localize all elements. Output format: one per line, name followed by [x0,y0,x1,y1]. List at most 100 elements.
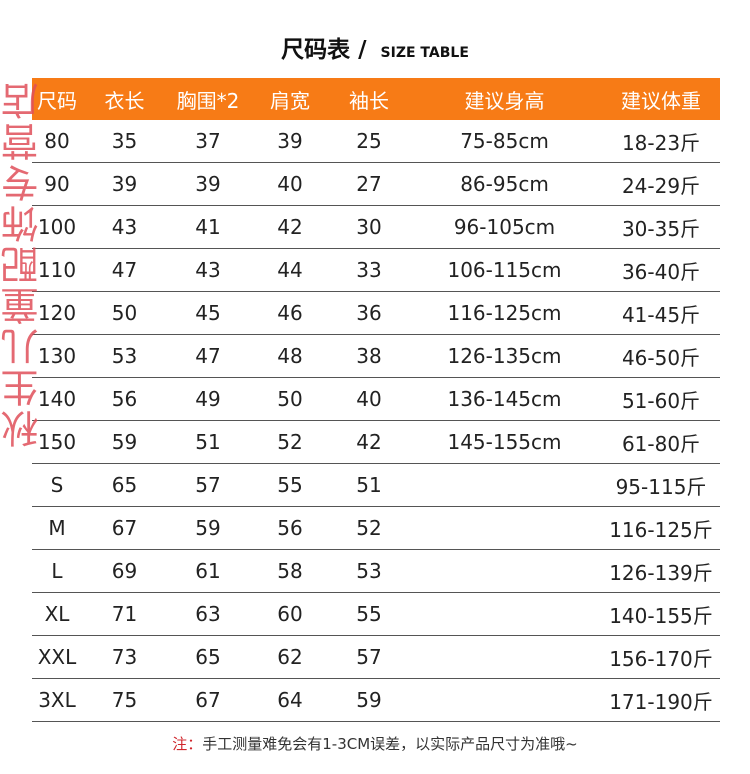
table-row: 80 35 37 39 25 75-85cm 18-23斤 [32,120,720,163]
table-cell: 75-85cm [407,120,602,163]
table-cell: 43 [167,248,249,292]
table-row: XXL 73 65 62 57 156-170斤 [32,635,720,679]
column-header: 建议体重 [602,78,720,120]
table-row: XL 71 63 60 55 140-155斤 [32,592,720,636]
table-cell: 46-50斤 [602,334,720,378]
footnote-text: 手工测量难免会有1-3CM误差，以实际产品尺寸为准哦~ [202,735,578,753]
table-cell: 30-35斤 [602,205,720,249]
table-cell: 90 [32,162,82,206]
table-row: 120 50 45 46 36 116-125cm 41-45斤 [32,291,720,335]
table-row: 3XL 75 67 64 59 171-190斤 [32,678,720,722]
table-cell: 126-139斤 [602,549,720,593]
table-cell: 53 [331,549,407,593]
footnote: 注：手工测量难免会有1-3CM误差，以实际产品尺寸为准哦~ [0,733,750,754]
table-cell: 106-115cm [407,248,602,292]
table-cell: 48 [249,334,331,378]
table-cell: 52 [249,420,331,464]
table-cell: 55 [331,592,407,636]
table-cell: 45 [167,291,249,335]
watermark: 秋生儿童配饰专营店 [1,79,45,448]
size-table: 尺码 衣长 胸围*2 肩宽 袖长 建议身高 建议体重 80 35 37 39 25 75-85cm 18… [32,78,720,722]
table-cell: 59 [331,678,407,722]
table-cell: 116-125斤 [602,506,720,550]
table-cell: 49 [167,377,249,421]
table-cell: 30 [331,205,407,249]
table-cell: 100 [32,205,82,249]
table-cell: XXL [32,635,82,679]
table-cell: 47 [167,334,249,378]
table-cell: 3XL [32,678,82,722]
table-cell: 110 [32,248,82,292]
table-cell: 71 [82,592,167,636]
table-cell: 61 [167,549,249,593]
table-cell: 65 [167,635,249,679]
table-row: M 67 59 56 52 116-125斤 [32,506,720,550]
table-row: 130 53 47 48 38 126-135cm 46-50斤 [32,334,720,378]
table-cell: 35 [82,120,167,163]
column-header: 衣长 [82,78,167,120]
table-cell: 80 [32,120,82,163]
table-cell: 52 [331,506,407,550]
table-cell: 43 [82,205,167,249]
column-header: 肩宽 [249,78,331,120]
table-cell: 36-40斤 [602,248,720,292]
table-cell: 65 [82,463,167,507]
table-cell: L [32,549,82,593]
column-header: 建议身高 [407,78,602,120]
table-cell: 44 [249,248,331,292]
table-cell: 96-105cm [407,205,602,249]
table-cell: 140 [32,377,82,421]
table-cell: 67 [82,506,167,550]
column-header: 尺码 [32,78,82,120]
table-cell: 53 [82,334,167,378]
table-row: L 69 61 58 53 126-139斤 [32,549,720,593]
table-cell: 40 [249,162,331,206]
title-cn: 尺码表 / [281,37,367,63]
table-cell: S [32,463,82,507]
table-cell: 73 [82,635,167,679]
table-cell: 61-80斤 [602,420,720,464]
table-cell: 63 [167,592,249,636]
table-cell: 50 [82,291,167,335]
table-cell: 50 [249,377,331,421]
table-row: 90 39 39 40 27 86-95cm 24-29斤 [32,162,720,206]
table-cell [407,463,602,507]
column-header: 袖长 [331,78,407,120]
table-cell: 41 [167,205,249,249]
table-cell [407,592,602,636]
footnote-label: 注： [172,735,203,753]
page-title: 尺码表 / SIZE TABLE [0,30,750,64]
table-cell: 171-190斤 [602,678,720,722]
table-cell: 67 [167,678,249,722]
table-cell: 58 [249,549,331,593]
table-row: 140 56 49 50 40 136-145cm 51-60斤 [32,377,720,421]
table-cell: 36 [331,291,407,335]
table-cell: 56 [249,506,331,550]
table-cell: 39 [167,162,249,206]
table-cell: 27 [331,162,407,206]
table-cell: 126-135cm [407,334,602,378]
table-cell: 156-170斤 [602,635,720,679]
table-cell: 38 [331,334,407,378]
table-cell: 62 [249,635,331,679]
table-cell: 75 [82,678,167,722]
table-header: 尺码 衣长 胸围*2 肩宽 袖长 建议身高 建议体重 [32,78,720,120]
table-cell: 40 [331,377,407,421]
table-cell: 25 [331,120,407,163]
table-cell: 41-45斤 [602,291,720,335]
table-cell: M [32,506,82,550]
table-cell: 59 [167,506,249,550]
title-en: SIZE TABLE [377,45,473,61]
table-cell: 39 [82,162,167,206]
table-cell: 57 [167,463,249,507]
table-cell: 56 [82,377,167,421]
table-cell: 116-125cm [407,291,602,335]
table-cell: 51-60斤 [602,377,720,421]
table-cell: 46 [249,291,331,335]
table-cell: 136-145cm [407,377,602,421]
table-cell: 64 [249,678,331,722]
table-cell: 24-29斤 [602,162,720,206]
table-cell: 39 [249,120,331,163]
table-cell: 33 [331,248,407,292]
table-cell: 130 [32,334,82,378]
